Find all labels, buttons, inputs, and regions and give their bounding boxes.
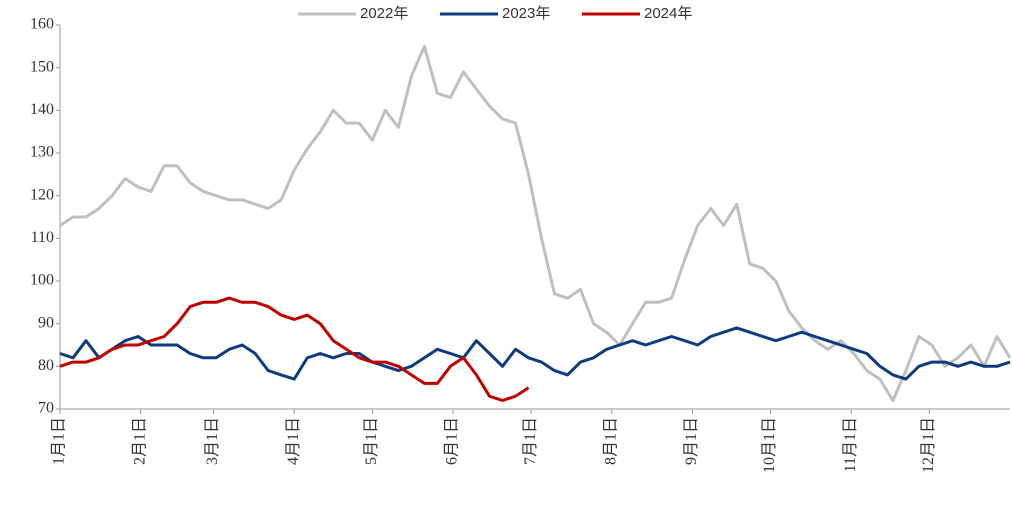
x-tick-label: 6月1日 — [444, 417, 461, 465]
x-tick-label: 7月1日 — [522, 417, 539, 465]
x-tick-label: 3月1日 — [204, 417, 221, 465]
y-tick-label: 140 — [30, 101, 54, 118]
legend-label: 2024年 — [644, 5, 692, 22]
y-tick-label: 150 — [30, 58, 54, 75]
y-tick-label: 160 — [30, 16, 54, 33]
x-tick-label: 12月1日 — [920, 417, 937, 473]
legend-label: 2022年 — [360, 5, 408, 22]
series-line — [59, 44, 1012, 402]
x-tick-label: 11月1日 — [842, 417, 859, 472]
y-tick-label: 120 — [30, 186, 54, 203]
y-tick-label: 70 — [38, 400, 54, 417]
legend-item: 2024年 — [582, 5, 692, 22]
y-tick-label: 80 — [38, 357, 54, 374]
series-line — [59, 326, 1011, 381]
y-tick-label: 100 — [30, 272, 54, 289]
x-tick-label: 8月1日 — [602, 417, 619, 465]
x-tick-label: 4月1日 — [285, 417, 302, 465]
legend-item: 2022年 — [298, 5, 408, 22]
x-tick-label: 5月1日 — [363, 417, 380, 465]
series-line — [59, 296, 530, 402]
x-tick-label: 10月1日 — [761, 417, 778, 473]
y-tick-label: 110 — [31, 229, 54, 246]
legend-item: 2023年 — [440, 5, 550, 22]
y-tick-label: 130 — [30, 144, 54, 161]
legend-label: 2023年 — [502, 5, 550, 22]
x-tick-label: 2月1日 — [131, 417, 148, 465]
y-tick-label: 90 — [38, 314, 54, 331]
x-tick-label: 1月1日 — [51, 417, 68, 465]
x-tick-label: 9月1日 — [683, 417, 700, 465]
